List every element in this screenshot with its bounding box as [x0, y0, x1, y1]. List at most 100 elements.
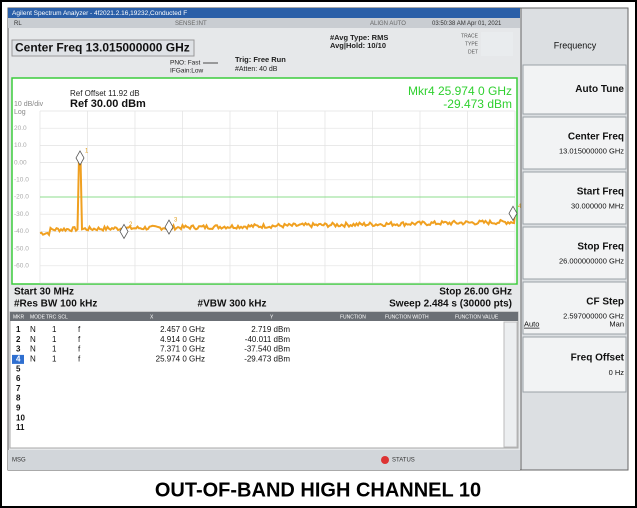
table-cell: 1 — [52, 335, 57, 344]
title-text: Agilent Spectrum Analyzer - 4f2021.2.16,… — [12, 10, 187, 17]
table-cell: f — [78, 335, 81, 344]
table-cell: -37.540 dBm — [244, 345, 290, 354]
softkey-label: Freq Offset — [571, 353, 625, 364]
table-cell: 3 — [16, 345, 21, 354]
table-header-cell: MODE — [30, 314, 46, 320]
ifgain: IFGain:Low — [170, 68, 204, 75]
table-cell: 1 — [52, 345, 57, 354]
y-label: 10.0 — [14, 142, 27, 149]
status-right: ALIGN AUTO — [370, 21, 406, 27]
marker-value: -29.473 dBm — [443, 97, 512, 111]
status-center: SENSE:INT — [175, 21, 207, 27]
pno: PNO: Fast — [170, 60, 201, 67]
stop-freq: Stop 26.00 GHz — [439, 287, 512, 298]
log: Log — [14, 109, 26, 116]
msg: MSG — [12, 458, 26, 464]
y-label: -30.0 — [14, 211, 29, 218]
caption: OUT-OF-BAND HIGH CHANNEL 10 — [155, 479, 481, 501]
table-cell: 9 — [16, 404, 21, 413]
table-header-cell: FUNCTION VALUE — [455, 314, 499, 320]
y-label: -40.0 — [14, 228, 29, 235]
table-cell: 25.974 0 GHz — [156, 355, 205, 364]
table-cell: 1 — [52, 355, 57, 364]
scale: 10 dB/div — [14, 101, 44, 108]
softkey[interactable] — [522, 226, 627, 280]
trace-info — [481, 32, 513, 56]
trig: Trig: Free Run — [235, 55, 286, 64]
softkeys: Auto Tune Center Freq 13.015000000 GHz Star… — [522, 64, 627, 393]
table-cell: 1 — [52, 325, 57, 334]
table-cell: f — [78, 355, 81, 364]
table-cell: 2 — [16, 335, 21, 344]
marker-number: 2 — [129, 222, 133, 228]
table-cell: f — [78, 325, 81, 334]
softkey[interactable] — [522, 171, 627, 225]
vbw: #VBW 300 kHz — [198, 299, 267, 310]
softkey-option: Auto — [524, 320, 539, 329]
softkey-value: 30.000000 MHz — [571, 202, 624, 211]
softkey[interactable] — [522, 336, 627, 393]
status-left: RL — [14, 21, 22, 27]
table-cell: 2.457 0 GHz — [160, 325, 205, 334]
trace-label: TRACE — [461, 33, 479, 39]
table-header — [10, 312, 518, 321]
table-header-cell: TRC — [46, 314, 57, 320]
y-labels: 20.0 10.0 0.00 -10.0 -20.0 -30.0 -40.0 -50.0 -60… — [14, 125, 29, 270]
marker-table — [9, 311, 519, 449]
table-cell: 4 — [16, 355, 21, 364]
softkey[interactable] — [522, 116, 627, 170]
table-header-cell: FUNCTION — [340, 314, 366, 320]
softkey-label: Start Freq — [577, 186, 624, 197]
menu-title: Frequency — [554, 40, 597, 50]
softkey-label: Stop Freq — [577, 241, 624, 252]
y-label: -50.0 — [14, 245, 29, 252]
table-cell: -29.473 dBm — [244, 355, 290, 364]
table-cell: 11 — [16, 423, 25, 432]
table-cell: -40.011 dBm — [245, 335, 291, 344]
table-cell: 2.719 dBm — [251, 325, 290, 334]
softkey[interactable] — [522, 281, 627, 335]
softkey-value: 26.000000000 GHz — [559, 257, 624, 266]
markers: 1 2 3 4 — [75, 149, 522, 240]
status-bar — [8, 450, 520, 470]
table-header-cell: Y — [270, 314, 274, 320]
marker-diamond — [75, 150, 85, 166]
sweep: Sweep 2.484 s (30000 pts) — [389, 299, 512, 310]
y-label: -60.0 — [14, 263, 29, 270]
type-label: TYPE — [465, 41, 479, 47]
center-freq: Center Freq 13.015000000 GHz — [15, 41, 190, 55]
table-header-cell: MKR — [13, 314, 25, 320]
softkey-label: CF Step — [586, 296, 624, 307]
start-freq: Start 30 MHz — [14, 287, 74, 298]
marker-diamond — [119, 223, 129, 240]
table-cell: 10 — [16, 413, 25, 422]
table-cell: N — [30, 335, 36, 344]
marker-number: 3 — [174, 218, 178, 224]
table-cell: N — [30, 345, 36, 354]
softkey-value: 0 Hz — [609, 368, 625, 377]
table-body: MKR MODE TRC SCL X Y FUNCTION FUNCTION WIDTH FUN… — [12, 314, 499, 432]
table-cell: 7.371 0 GHz — [160, 345, 205, 354]
table-cell: N — [30, 325, 36, 334]
table-cell: 7 — [16, 384, 21, 393]
y-label: 20.0 — [14, 125, 27, 132]
avg-type: #Avg Type: RMS — [330, 33, 388, 42]
softkey-option: Man — [609, 320, 624, 329]
status-time: 03:50:38 AM Apr 01, 2021 — [432, 21, 502, 27]
scrollbar — [503, 321, 518, 448]
table-cell: 1 — [16, 325, 21, 334]
table-cell: 4.914 0 GHz — [160, 335, 205, 344]
det-label: DET — [468, 49, 478, 55]
rbw: #Res BW 100 kHz — [14, 299, 97, 310]
status-icon — [381, 456, 389, 464]
marker-diamond — [164, 219, 174, 235]
softkey[interactable] — [522, 64, 627, 115]
row-highlight — [12, 354, 24, 364]
table-header-cell: X — [150, 314, 154, 320]
trace — [39, 157, 516, 238]
table-header-cell: SCL — [58, 314, 68, 320]
marker-readout: Mkr4 25.974 0 GHz — [408, 84, 512, 98]
marker-number: 1 — [85, 149, 89, 155]
